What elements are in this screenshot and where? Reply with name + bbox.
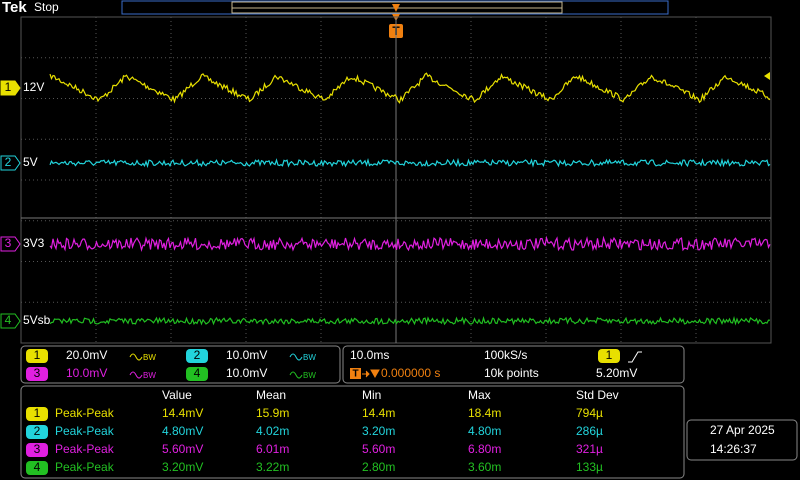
measurement-type: Peak-Peak [55, 406, 115, 420]
measurement-value: 321µ [576, 442, 603, 456]
bw-wave [289, 353, 303, 361]
time-div: 10.0ms [350, 348, 389, 362]
source: 1 [34, 406, 41, 420]
measurement-value: 286µ [576, 424, 603, 438]
source-chip [26, 407, 48, 421]
date: 27 Apr 2025 [710, 423, 775, 437]
measurement-value: 3.20mV [162, 460, 203, 474]
run-status: Stop [34, 0, 59, 14]
channel-label: 12V [23, 80, 44, 94]
bandwidth: BW [143, 353, 156, 362]
channel-label: 5Vsb [23, 313, 51, 327]
channel-chip [26, 349, 48, 363]
bandwidth: BW [303, 353, 316, 362]
channel-scale: 10.0mV [226, 348, 267, 362]
trigger-icon-label: T [352, 369, 358, 380]
channel-number: 3 [5, 236, 12, 250]
channel-label: 5V [23, 155, 38, 169]
bw-wave [129, 371, 143, 379]
channel-number: 2 [5, 155, 12, 169]
source: 4 [34, 460, 41, 474]
column-header: Std Dev [576, 388, 619, 402]
channel-chip-number: 1 [34, 348, 41, 362]
measurement-value: 5.60m [362, 442, 395, 456]
measurement-value: 2.80m [362, 460, 395, 474]
source-chip [26, 443, 48, 457]
channel-chip [186, 349, 208, 363]
measurement-value: 4.80m [468, 424, 501, 438]
measurement-value: 6.01m [256, 442, 289, 456]
channel-label: 3V3 [23, 236, 45, 250]
bandwidth: BW [303, 371, 316, 380]
measurement-value: 133µ [576, 460, 603, 474]
bandwidth: BW [143, 371, 156, 380]
channel-number: 4 [5, 313, 12, 327]
trigger-icon [350, 368, 361, 379]
measurement-value: 5.60mV [162, 442, 203, 456]
channel-marker [0, 155, 21, 171]
measurement-type: Peak-Peak [55, 442, 115, 456]
measurement-type: Peak-Peak [55, 424, 115, 438]
trace [49, 315, 771, 326]
vertical-panel [20, 345, 341, 384]
channel-marker [0, 236, 21, 252]
trigger-position: 0.000000 s [381, 366, 440, 380]
measurement-value: 4.80mV [162, 424, 203, 438]
column-header: Min [362, 388, 381, 402]
sample-rate: 100kS/s [484, 348, 527, 362]
channel-scale: 10.0mV [66, 366, 107, 380]
measurement-value: 4.02m [256, 424, 289, 438]
channel-chip [186, 367, 208, 381]
channel-number: 1 [5, 80, 12, 94]
trigger-source-chip [598, 349, 620, 363]
measurement-value: 3.60m [468, 460, 501, 474]
brand: Tek [2, 0, 27, 16]
measurement-panel [20, 385, 685, 479]
channel-scale: 10.0mV [226, 366, 267, 380]
channel-scale: 20.0mV [66, 348, 107, 362]
measurement-value: 15.9m [256, 406, 289, 420]
channel-marker [0, 313, 21, 329]
record-length: 10k points [484, 366, 539, 380]
channel-chip-number: 4 [194, 366, 201, 380]
traces [49, 72, 771, 326]
source-chip [26, 425, 48, 439]
horizontal-panel [342, 345, 685, 384]
source: 3 [34, 442, 41, 456]
measurement-value: 794µ [576, 406, 603, 420]
column-header: Max [468, 388, 491, 402]
channel-chip-number: 3 [34, 366, 41, 380]
measurement-value: 6.80m [468, 442, 501, 456]
trigger-slope [628, 351, 642, 363]
source: 2 [34, 424, 41, 438]
channel-chip-number: 2 [194, 348, 201, 362]
column-header: Value [162, 388, 192, 402]
trace [49, 72, 771, 104]
trigger-level: 5.20mV [596, 366, 637, 380]
datetime-panel [686, 419, 798, 461]
measurement-value: 18.4m [468, 406, 501, 420]
measurement-value: 14.4mV [162, 406, 203, 420]
measurement-value: 3.22m [256, 460, 289, 474]
measurement-value: 3.20m [362, 424, 395, 438]
trigger-level-marker [764, 72, 770, 80]
trigger-arrow [362, 369, 380, 379]
graticule [20, 16, 772, 344]
bw-wave [289, 371, 303, 379]
trigger-source: 1 [606, 348, 613, 362]
bw-wave [129, 353, 143, 361]
channel-marker [0, 80, 21, 96]
trace [49, 235, 771, 253]
column-header: Mean [256, 388, 286, 402]
time: 14:26:37 [710, 442, 757, 456]
source-chip [26, 461, 48, 475]
measurement-type: Peak-Peak [55, 460, 115, 474]
measurement-value: 14.4m [362, 406, 395, 420]
trace [49, 157, 771, 169]
channel-chip [26, 367, 48, 381]
